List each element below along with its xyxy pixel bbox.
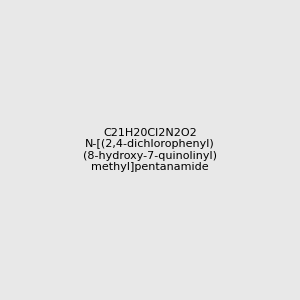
Text: C21H20Cl2N2O2
N-[(2,4-dichlorophenyl)
(8-hydroxy-7-quinolinyl)
methyl]pentanamid: C21H20Cl2N2O2 N-[(2,4-dichlorophenyl) (8… — [83, 128, 217, 172]
